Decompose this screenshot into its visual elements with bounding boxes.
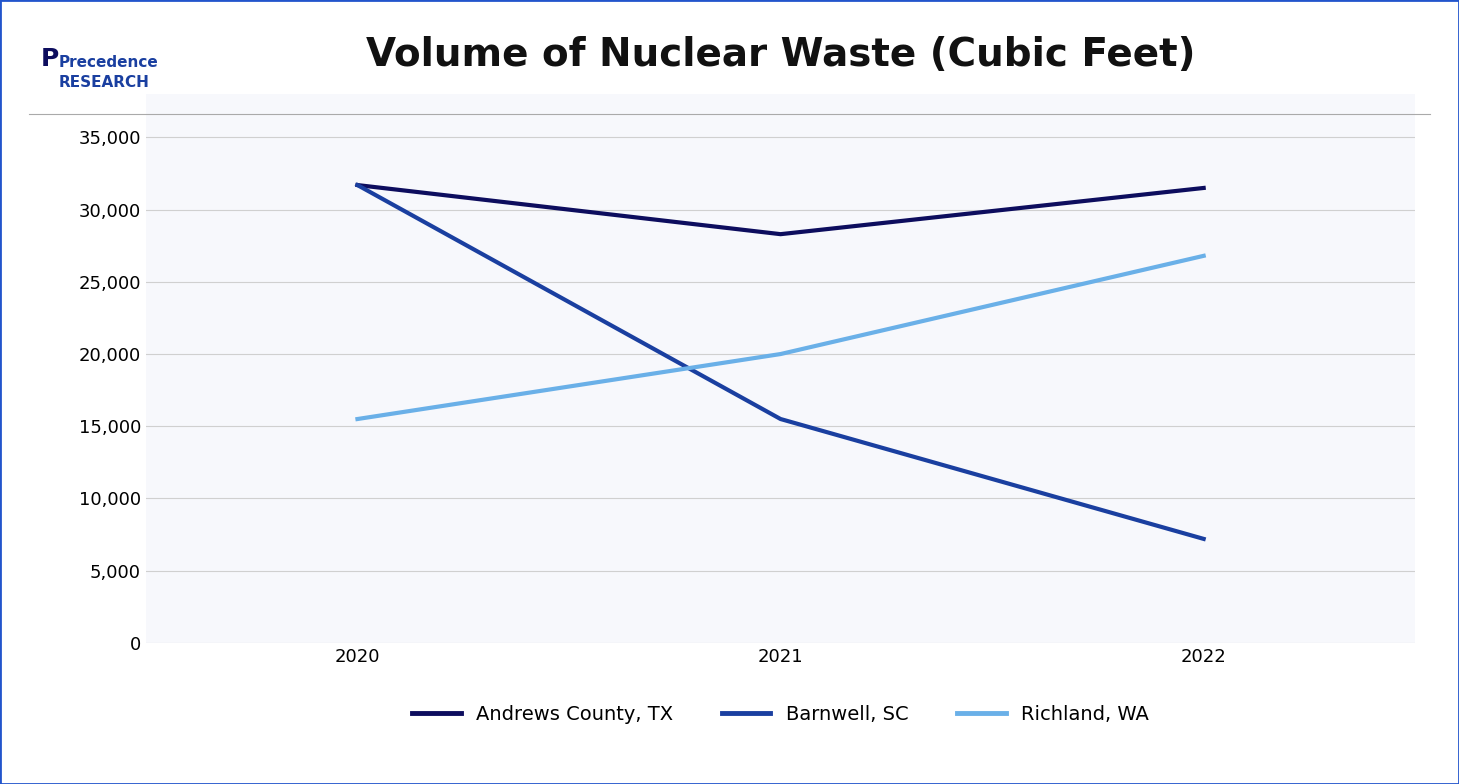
Legend: Andrews County, TX, Barnwell, SC, Richland, WA: Andrews County, TX, Barnwell, SC, Richla… bbox=[404, 698, 1157, 732]
Text: Precedence
RESEARCH: Precedence RESEARCH bbox=[58, 55, 158, 89]
Text: P: P bbox=[41, 47, 60, 71]
Title: Volume of Nuclear Waste (Cubic Feet): Volume of Nuclear Waste (Cubic Feet) bbox=[366, 36, 1195, 74]
